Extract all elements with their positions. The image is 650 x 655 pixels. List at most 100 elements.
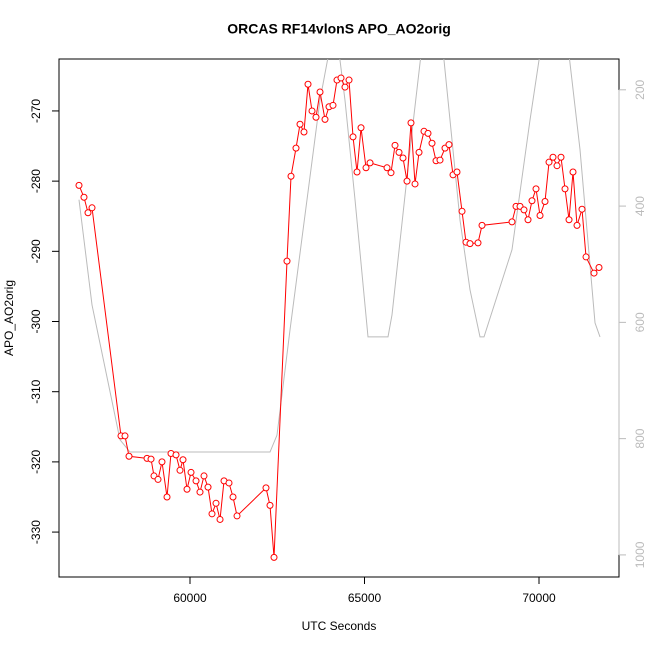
data-point [549,153,557,161]
data-point [321,115,329,123]
y2-tick-label: 200 [633,79,647,99]
y2-tick-label: 800 [633,428,647,448]
data-point [458,207,466,215]
data-point [212,499,220,507]
data-point [582,253,590,261]
data-point [466,240,474,248]
data-point [428,139,436,147]
data-point [520,206,528,214]
data-point [341,83,349,91]
data-point [296,120,304,128]
y-tick-label: -320 [29,450,43,474]
data-point [474,239,482,247]
data-point [192,477,200,485]
data-point [121,432,129,440]
data-point [183,485,191,493]
data-point [204,483,212,491]
y-tick-label: -270 [29,99,43,123]
data-point [147,455,155,463]
data-point [445,141,453,149]
data-point [270,553,278,561]
y-tick-label: -330 [29,520,43,544]
data-point [187,468,195,476]
data-point [415,148,423,156]
data-point [561,185,569,193]
data-point [391,141,399,149]
y-tick-label: -290 [29,239,43,263]
data-point [536,212,544,220]
data-point [349,133,357,141]
data-point [283,257,291,265]
data-point [357,124,365,132]
data-point [308,107,316,115]
data-point [316,88,324,96]
data-point [545,158,553,166]
data-point [216,515,224,523]
data-point [158,458,166,466]
data-point [407,119,415,127]
data-point [84,209,92,217]
data-point [163,493,171,501]
data-point [262,484,270,492]
data-point [208,510,216,518]
series-line [78,59,601,453]
data-point [541,197,549,205]
data-point [403,177,411,185]
data-point [508,218,516,226]
data-point [411,180,419,188]
data-point [528,197,536,205]
data-point [353,168,361,176]
y-tick-label: -310 [29,379,43,403]
x-tick-label: 65000 [348,591,382,605]
data-point [399,154,407,162]
data-point [304,80,312,88]
data-point [292,144,300,152]
data-point [287,172,295,180]
y-tick-label: -300 [29,309,43,333]
data-point [312,113,320,121]
data-point [532,185,540,193]
data-point [453,168,461,176]
data-point [176,466,184,474]
data-point [478,221,486,229]
data-point [80,193,88,201]
data-point [337,74,345,82]
data-point [266,501,274,509]
plot-area [75,59,603,561]
data-point [553,162,561,170]
chart-title: ORCAS RF14vlonS APO_AO2orig [227,21,451,37]
data-point [179,456,187,464]
data-point [436,156,444,164]
data-point [557,153,565,161]
data-point [383,164,391,172]
x-tick-label: 70000 [522,591,556,605]
data-point [75,181,83,189]
data-point [229,493,237,501]
data-point [565,216,573,224]
data-point [125,452,133,460]
data-point [590,269,598,277]
data-point [225,479,233,487]
data-point [573,221,581,229]
y-tick-label: -280 [29,169,43,193]
y2-tick-label: 400 [633,196,647,216]
data-point [329,101,337,109]
data-point [595,263,603,271]
data-point [424,129,432,137]
data-point [154,475,162,483]
x-axis-label: UTC Seconds [302,619,377,633]
data-point [196,488,204,496]
data-point [200,472,208,480]
y-axis-label: APO_AO2orig [2,280,16,356]
data-point [569,168,577,176]
data-point [524,216,532,224]
data-point [366,159,374,167]
y2-tick-label: 1000 [633,541,647,568]
data-point [362,164,370,172]
data-point [233,512,241,520]
data-point [88,204,96,212]
x-tick-label: 60000 [173,591,207,605]
data-point [387,169,395,177]
